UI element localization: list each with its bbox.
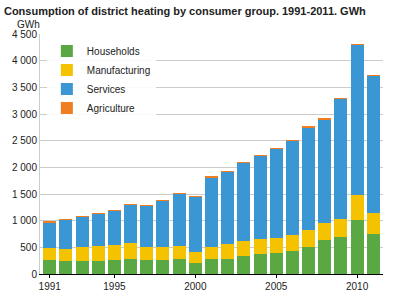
svg-text:Consumption of district heatin: Consumption of district heating by consu… (4, 5, 366, 17)
svg-text:500: 500 (20, 242, 37, 253)
svg-text:Manufacturing: Manufacturing (87, 65, 150, 76)
svg-text:2 000: 2 000 (12, 162, 37, 173)
svg-text:0: 0 (31, 269, 37, 280)
svg-text:Services: Services (87, 84, 125, 95)
svg-text:2000: 2000 (184, 281, 207, 292)
svg-text:1995: 1995 (103, 281, 126, 292)
svg-text:4 500: 4 500 (12, 29, 37, 40)
svg-text:Agriculture: Agriculture (87, 103, 135, 114)
svg-text:3 000: 3 000 (12, 109, 37, 120)
svg-text:2 500: 2 500 (12, 135, 37, 146)
svg-text:4 000: 4 000 (12, 55, 37, 66)
svg-text:GWh: GWh (17, 19, 40, 30)
svg-text:2010: 2010 (346, 281, 369, 292)
svg-text:3 500: 3 500 (12, 82, 37, 93)
svg-text:Households: Households (87, 46, 140, 57)
svg-text:1 000: 1 000 (12, 215, 37, 226)
svg-text:1 500: 1 500 (12, 189, 37, 200)
svg-text:2005: 2005 (265, 281, 288, 292)
svg-text:1991: 1991 (39, 281, 62, 292)
